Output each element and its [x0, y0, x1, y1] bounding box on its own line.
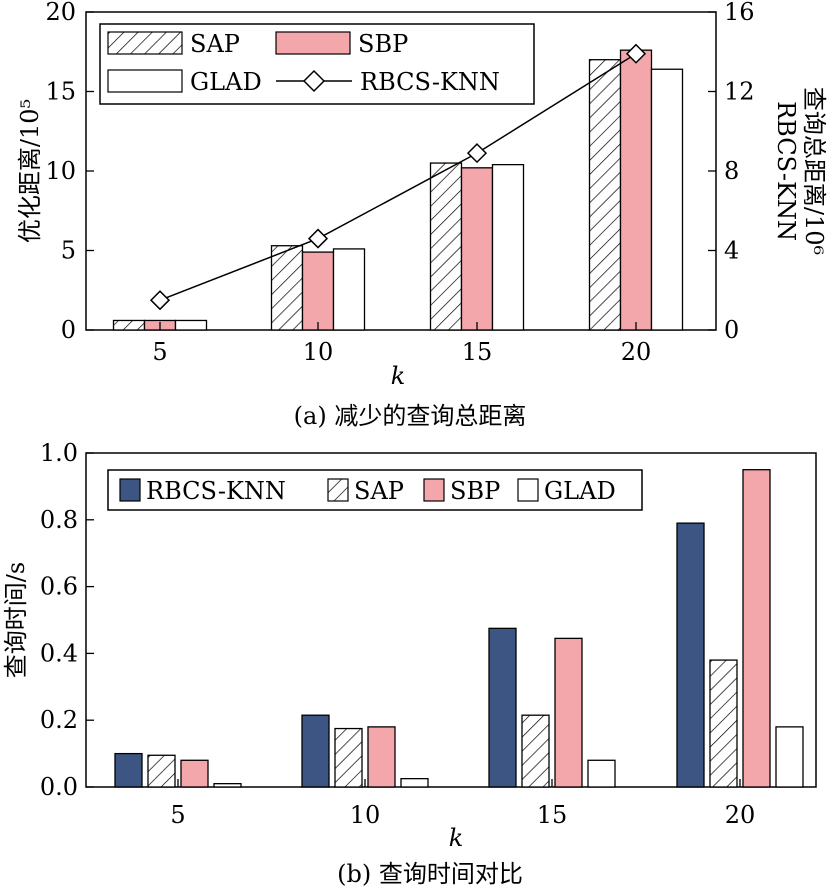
legend-b-label-sap: SAP: [354, 477, 404, 505]
line-a-rbcs-knn: [159, 53, 637, 301]
b-xtick-label-5: 5: [170, 801, 185, 829]
chart-b-frame: [85, 452, 817, 788]
bar-b-sbp-20: [742, 469, 771, 788]
a-ytick-label-0: 0: [61, 316, 76, 344]
chart-a: 0 5 10 15 20 0 4 8 12 16 5 10 15 20 SAP SBP GLAD RB…: [16, 0, 828, 430]
b-ytick-label-0.6: 0.6: [40, 573, 78, 601]
bar-b-glad-10: [400, 778, 429, 788]
bar-a-glad-15: [491, 163, 525, 331]
chart-b-legend: RBCS-KNN SAP SBP GLAD: [107, 469, 643, 511]
bar-a-glad-5: [174, 319, 208, 331]
chart-a-caption: (a) 减少的查询总距离: [294, 402, 527, 430]
chart-a-legend: SAP SBP GLAD RBCS-KNN: [99, 23, 535, 105]
bar-a-glad-10: [332, 248, 366, 331]
bar-b-sap-20: [709, 659, 738, 788]
point-a-rbcs-knn-5: [149, 290, 171, 311]
a-ytick-right-label-0: 0: [724, 316, 739, 344]
a-ytick-right-label-16: 16: [724, 0, 755, 26]
legend-label-rbcs: RBCS-KNN: [360, 68, 500, 96]
b-ytick-label-0.4: 0.4: [40, 639, 78, 667]
point-a-rbcs-knn-20: [625, 43, 647, 64]
chart-a-ylabel: 优化距离/10⁵: [16, 99, 44, 243]
legend-b-swatch-sbp: [423, 478, 445, 502]
chart-b-xlabel: k: [449, 824, 464, 852]
legend-b-swatch-sap: [327, 478, 349, 502]
bar-b-sbp-15: [554, 637, 583, 788]
bar-b-rbcs-knn-20: [676, 522, 705, 788]
legend-b-label-glad: GLAD: [544, 477, 616, 505]
legend-swatch-sbp: [275, 31, 351, 55]
point-a-rbcs-knn-15: [466, 143, 488, 164]
chart-a-ylabel-right-2: 查询总距离/10⁶: [800, 87, 828, 255]
a-xtick-label-15: 15: [462, 338, 493, 366]
chart-a-ylabel-right-1: RBCS-KNN: [772, 101, 800, 241]
bar-b-glad-20: [775, 726, 804, 788]
a-ytick-label-20: 20: [45, 0, 76, 26]
bar-b-sap-5: [147, 754, 176, 788]
a-ytick-label-15: 15: [45, 78, 76, 106]
bar-a-sap-20: [588, 59, 622, 331]
a-xtick-label-10: 10: [303, 338, 334, 366]
legend-b-label-sbp: SBP: [450, 477, 500, 505]
b-xtick-label-10: 10: [350, 801, 381, 829]
bar-a-glad-20: [650, 68, 684, 331]
bar-b-sbp-5: [180, 759, 209, 788]
b-ytick-label-1.0: 1.0: [40, 439, 78, 467]
bar-b-sap-15: [521, 714, 550, 788]
chart-b: 0.0 0.2 0.4 0.6 0.8 1.0 5 10 15 20 RBCS-KNN SAP …: [2, 439, 817, 888]
legend-marker-rbcs: [302, 69, 326, 93]
b-ytick-label-0.8: 0.8: [40, 506, 78, 534]
bar-a-sbp-10: [301, 251, 335, 331]
a-ytick-right-label-8: 8: [724, 157, 739, 185]
b-xtick-label-15: 15: [537, 801, 568, 829]
bar-b-glad-15: [587, 759, 616, 788]
bar-b-glad-5: [213, 783, 242, 788]
legend-swatch-glad: [107, 69, 183, 93]
a-xtick-label-20: 20: [621, 338, 652, 366]
bar-a-sap-15: [429, 162, 463, 331]
a-ytick-label-10: 10: [45, 157, 76, 185]
b-ytick-label-0.2: 0.2: [40, 706, 78, 734]
bar-b-sap-10: [334, 727, 363, 788]
bar-b-rbcs-knn-15: [488, 627, 517, 788]
a-ytick-label-5: 5: [61, 237, 76, 265]
legend-b-label-rbcs: RBCS-KNN: [146, 477, 286, 505]
legend-b-swatch-rbcs: [119, 478, 141, 502]
chart-a-xlabel: k: [391, 362, 406, 390]
b-xtick-label-20: 20: [725, 801, 756, 829]
legend-label-sbp: SBP: [358, 30, 408, 58]
bar-a-sbp-15: [460, 167, 494, 331]
bar-b-rbcs-knn-10: [301, 714, 330, 788]
bar-a-sbp-20: [619, 49, 653, 331]
bar-b-sbp-10: [367, 726, 396, 788]
chart-b-legend-box: [107, 469, 643, 511]
a-ytick-right-label-12: 12: [724, 78, 755, 106]
legend-label-glad: GLAD: [190, 68, 262, 96]
bar-a-sap-5: [112, 319, 146, 331]
a-ytick-right-label-4: 4: [724, 237, 739, 265]
legend-b-swatch-glad: [517, 478, 539, 502]
legend-swatch-sap: [107, 31, 183, 55]
a-xtick-label-5: 5: [152, 338, 167, 366]
point-a-rbcs-knn-10: [307, 228, 329, 249]
chart-b-ylabel: 查询时间/s: [2, 562, 30, 678]
legend-label-sap: SAP: [190, 30, 240, 58]
bar-a-sap-10: [270, 245, 304, 331]
bar-b-rbcs-knn-5: [114, 752, 143, 788]
chart-b-caption: (b) 查询时间对比: [337, 860, 523, 888]
b-ytick-label-0.0: 0.0: [40, 773, 78, 801]
